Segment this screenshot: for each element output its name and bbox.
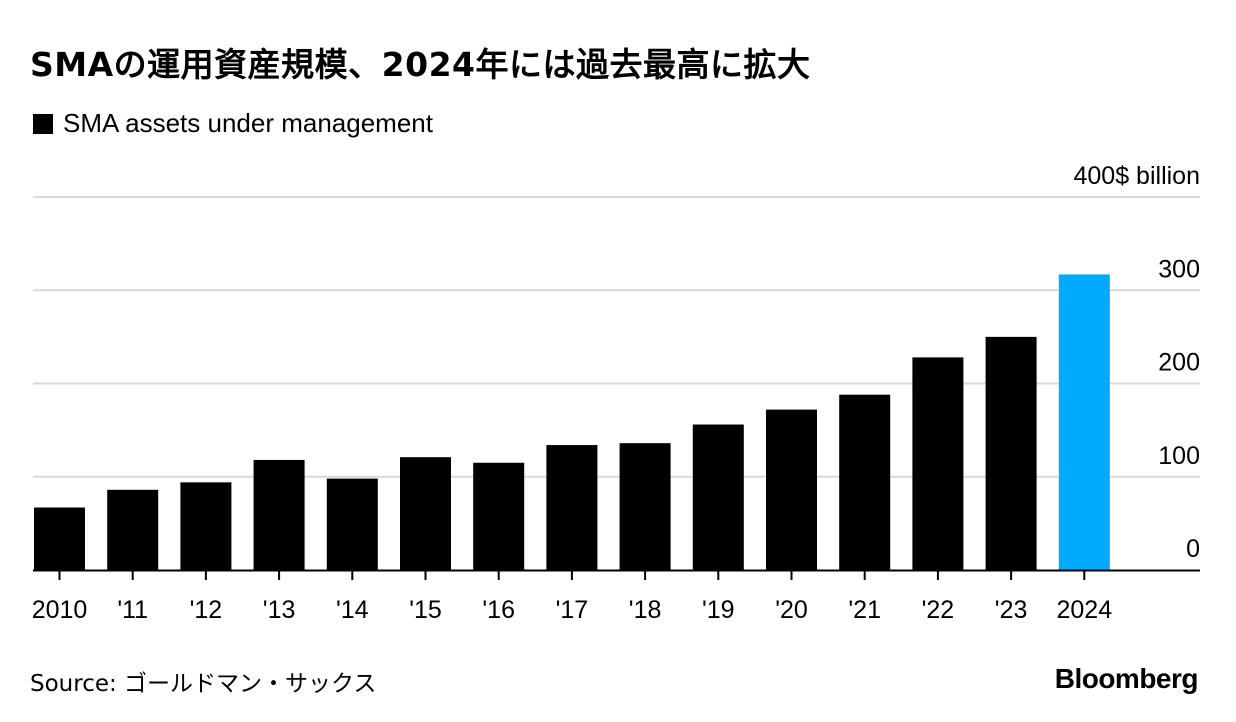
bar (839, 394, 891, 570)
source-note: Source: ゴールドマン・サックス (30, 671, 377, 697)
bar (619, 443, 671, 570)
bar (912, 357, 964, 570)
chart-title: SMAの運用資産規模、2024年には過去最高に拡大 (30, 45, 811, 84)
bar (1058, 274, 1110, 570)
x-tick-label: '16 (482, 596, 515, 624)
bar (326, 478, 378, 570)
x-tick-label: '14 (336, 596, 369, 624)
x-tick-label: '17 (556, 596, 589, 624)
bar (692, 424, 744, 570)
x-tick-label: '12 (190, 596, 223, 624)
bloomberg-logo: Bloomberg (1054, 663, 1199, 694)
y-tick-label: 0 (1186, 535, 1200, 563)
x-tick-label: '21 (848, 596, 881, 624)
bar (107, 489, 159, 570)
bar (180, 482, 232, 570)
legend-swatch (33, 113, 53, 134)
bar (766, 409, 817, 570)
x-tick-label: 2024 (1056, 596, 1112, 624)
x-tick-label: '13 (263, 596, 296, 624)
x-tick-label: 2010 (32, 596, 88, 624)
y-tick-label: 400$ billion (1074, 162, 1201, 190)
legend-label: SMA assets under management (63, 108, 433, 138)
y-tick-label: 200 (1158, 349, 1200, 377)
x-tick-label: '20 (775, 596, 808, 624)
x-tick-label: '15 (409, 596, 442, 624)
bar (34, 507, 85, 570)
bar (546, 445, 598, 570)
x-tick-label: '22 (922, 596, 955, 624)
bars (34, 274, 1110, 570)
axes: 0 100 200 300 400$ billion 2010 '11 '12 '13 '14 '1… (32, 162, 1200, 624)
bar (400, 457, 451, 570)
bar (985, 336, 1037, 570)
x-tick-label: '23 (995, 596, 1028, 624)
x-tick-label: '11 (117, 596, 148, 624)
x-tick-label: '18 (629, 596, 662, 624)
x-tick-label: '19 (702, 596, 735, 624)
legend: SMA assets under management (33, 108, 433, 139)
y-tick-label: 300 (1158, 255, 1200, 283)
y-tick-label: 100 (1158, 442, 1200, 470)
bar (253, 459, 305, 570)
bar (473, 462, 525, 570)
